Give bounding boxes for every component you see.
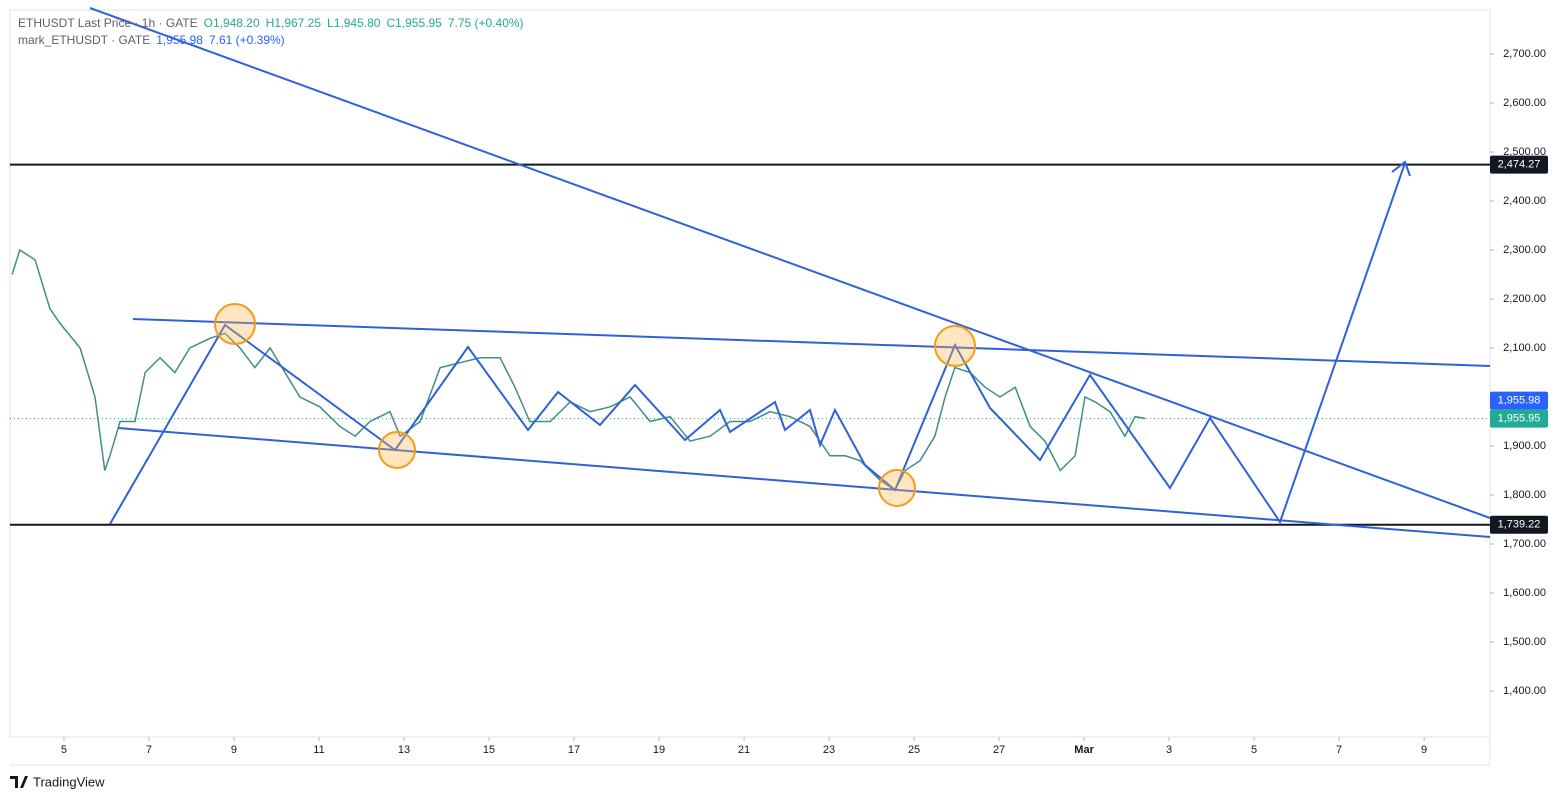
x-tick-label: 19 (653, 744, 665, 756)
legend-item: 7.61 (+0.39%) (209, 33, 285, 47)
channel-lower (117, 427, 1491, 538)
x-tick-label: 9 (1421, 744, 1427, 756)
price-label: 1,955.98 (1498, 394, 1541, 406)
level-label-bg (1490, 515, 1548, 534)
y-tick-label: 2,500.00 (1503, 146, 1546, 158)
x-tick-label: 5 (1251, 744, 1257, 756)
highlight-circle (378, 431, 416, 469)
level-label: 1,739.22 (1498, 519, 1541, 531)
legend-item: 1,955.98 (156, 33, 203, 47)
trend-line (89, 7, 1491, 519)
legend-item: L1,945.80 (327, 16, 381, 30)
y-tick-label: 1,400.00 (1503, 685, 1546, 697)
level-label: 2,474.27 (1498, 159, 1541, 171)
legend: ETHUSDT Last Price · 1h · GATE O1,948.20 H… (18, 16, 524, 47)
x-tick-label: 25 (908, 744, 920, 756)
x-tick-label: 7 (1336, 744, 1342, 756)
x-tick-label: 5 (61, 744, 67, 756)
x-tick-label: 23 (823, 744, 835, 756)
y-tick-label: 2,200.00 (1503, 293, 1546, 305)
arrow-head (1391, 160, 1411, 177)
x-tick-label: 11 (313, 744, 324, 756)
highlight-circle (934, 325, 976, 367)
legend-line: mark_ETHUSDT · GATE 1,955.98 7.61 (+0.39%) (18, 33, 285, 47)
price-label-bg (1490, 391, 1548, 410)
y-tick-label: 1,800.00 (1503, 489, 1546, 501)
price-label: 1,955.95 (1498, 412, 1541, 424)
y-tick-label: 2,400.00 (1503, 195, 1546, 207)
x-tick-label: 21 (738, 744, 750, 756)
zigzag-path (109, 162, 1406, 525)
y-tick-label: 2,600.00 (1503, 97, 1546, 109)
x-tick-label: Mar (1074, 744, 1094, 756)
logo: TradingView (10, 774, 105, 789)
legend-item: ETHUSDT Last Price · 1h · GATE (18, 16, 198, 30)
x-tick-label: 9 (231, 744, 237, 756)
highlight-circle (878, 469, 916, 507)
y-tick-label: 2,300.00 (1503, 244, 1546, 256)
highlights (214, 303, 976, 507)
legend-item: O1,948.20 (204, 16, 260, 30)
highlight-circle (214, 303, 256, 345)
channel-upper (132, 318, 1491, 367)
x-tick-label: 3 (1166, 744, 1172, 756)
footer-brand: TradingView (33, 774, 105, 789)
y-tick-label: 1,600.00 (1503, 587, 1546, 599)
x-tick-label: 7 (146, 744, 152, 756)
y-tick-label: 2,100.00 (1503, 342, 1546, 354)
y-tick-label: 1,700.00 (1503, 538, 1546, 550)
legend-item: mark_ETHUSDT · GATE (18, 33, 150, 47)
x-tick-label: 17 (568, 744, 580, 756)
y-tick-label: 2,700.00 (1503, 48, 1546, 60)
legend-line: ETHUSDT Last Price · 1h · GATE O1,948.20 H… (18, 16, 524, 30)
y-tick-label: 1,900.00 (1503, 440, 1546, 452)
x-tick-label: 15 (483, 744, 495, 756)
x-tick-label: 27 (993, 744, 1005, 756)
x-tick-label: 13 (398, 744, 410, 756)
price-label-bg (1490, 409, 1548, 428)
level-label-bg (1490, 155, 1548, 174)
drawings (89, 7, 1491, 538)
legend-item: H1,967.25 (266, 16, 322, 30)
y-tick-label: 1,500.00 (1503, 636, 1546, 648)
logo-mark (10, 776, 28, 788)
plot-area (9, 9, 1491, 738)
legend-item: C1,955.95 (386, 16, 442, 30)
legend-item: 7.75 (+0.40%) (448, 16, 524, 30)
